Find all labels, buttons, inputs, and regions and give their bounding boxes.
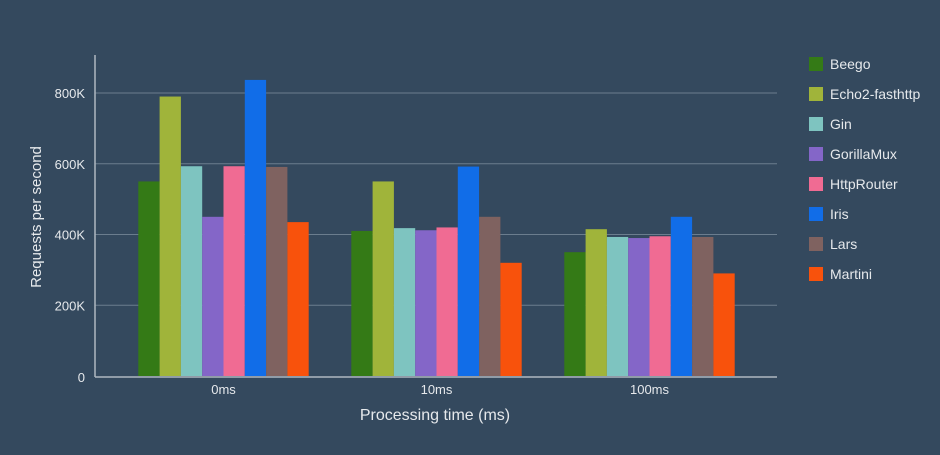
bar-echo2-fasthttp-100ms [585, 229, 607, 376]
bar-gin-100ms [606, 236, 629, 376]
legend-label: Iris [830, 206, 849, 222]
x-tick-label: 10ms [421, 382, 453, 397]
y-tick-label: 0 [78, 370, 85, 385]
legend-swatch [809, 57, 823, 71]
legend: Beego Echo2-fasthttp Gin GorillaMux HttpRout… [809, 56, 920, 282]
bar-iris-10ms [457, 166, 480, 376]
y-tick-label: 800K [55, 86, 86, 101]
y-tick-label: 400K [55, 228, 86, 243]
y-tick-label: 200K [55, 298, 86, 313]
bar-gorillamux-100ms [628, 238, 650, 376]
bar-martini-10ms [500, 262, 522, 376]
legend-label: HttpRouter [830, 176, 898, 192]
x-tick-labels: 0ms 10ms 100ms [211, 382, 669, 397]
bar-iris-0ms [244, 79, 267, 376]
bar-beego-0ms [138, 181, 160, 376]
bar-gin-10ms [393, 228, 416, 376]
legend-item[interactable]: Iris [809, 206, 849, 222]
bar-echo2-fasthttp-0ms [159, 96, 181, 376]
legend-item[interactable]: Martini [809, 266, 872, 282]
legend-item[interactable]: HttpRouter [809, 176, 898, 192]
legend-label: Lars [830, 236, 857, 252]
bar-echo2-fasthttp-10ms [372, 181, 394, 376]
bar-beego-100ms [564, 252, 586, 376]
legend-label: Gin [830, 116, 852, 132]
legend-label: Echo2-fasthttp [830, 86, 920, 102]
bars [138, 79, 735, 376]
legend-item[interactable]: Gin [809, 116, 852, 132]
bar-gin-0ms [180, 166, 203, 376]
legend-swatch [809, 147, 823, 161]
legend-label: Beego [830, 56, 871, 72]
x-tick-label: 100ms [630, 382, 670, 397]
legend-swatch [809, 267, 823, 281]
bar-martini-0ms [287, 222, 309, 376]
bar-martini-100ms [713, 273, 735, 376]
legend-item[interactable]: GorillaMux [809, 146, 897, 162]
bar-httprouter-10ms [436, 227, 458, 376]
bar-beego-10ms [351, 230, 373, 376]
legend-label: GorillaMux [830, 146, 897, 162]
legend-item[interactable]: Echo2-fasthttp [809, 86, 920, 102]
bar-iris-100ms [670, 216, 693, 376]
bar-httprouter-100ms [649, 236, 671, 376]
bar-lars-10ms [479, 216, 501, 376]
legend-swatch [809, 237, 823, 251]
legend-item[interactable]: Beego [809, 56, 871, 72]
bar-httprouter-0ms [223, 166, 245, 376]
bar-gorillamux-10ms [415, 230, 437, 376]
legend-label: Martini [830, 266, 872, 282]
x-axis-label: Processing time (ms) [360, 407, 510, 424]
axes [94, 55, 777, 378]
bar-lars-100ms [692, 236, 714, 376]
y-tick-labels: 0 200K 400K 600K 800K [55, 86, 86, 385]
y-axis-label: Requests per second [28, 146, 45, 288]
legend-swatch [809, 117, 823, 131]
legend-swatch [809, 87, 823, 101]
legend-item[interactable]: Lars [809, 236, 857, 252]
legend-swatch [809, 177, 823, 191]
bar-gorillamux-0ms [202, 216, 224, 376]
x-tick-label: 0ms [211, 382, 236, 397]
y-tick-label: 600K [55, 157, 86, 172]
legend-swatch [809, 207, 823, 221]
bar-lars-0ms [266, 166, 288, 376]
